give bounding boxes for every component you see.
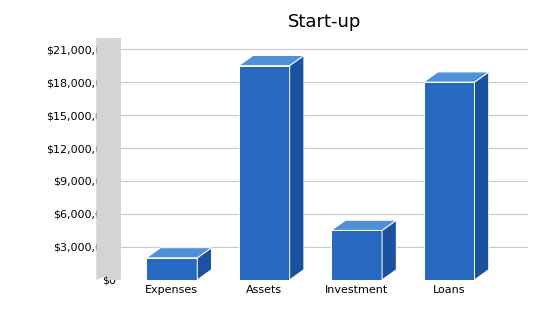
- Polygon shape: [382, 220, 397, 280]
- Polygon shape: [424, 72, 489, 82]
- Polygon shape: [424, 82, 475, 280]
- Polygon shape: [475, 72, 489, 280]
- Polygon shape: [331, 231, 382, 280]
- Polygon shape: [146, 258, 197, 280]
- Polygon shape: [146, 248, 212, 258]
- Polygon shape: [197, 248, 212, 280]
- Polygon shape: [239, 66, 290, 280]
- Polygon shape: [96, 38, 121, 280]
- Polygon shape: [290, 55, 304, 280]
- Polygon shape: [239, 55, 304, 66]
- Polygon shape: [331, 220, 397, 231]
- Title: Start-up: Start-up: [288, 13, 361, 31]
